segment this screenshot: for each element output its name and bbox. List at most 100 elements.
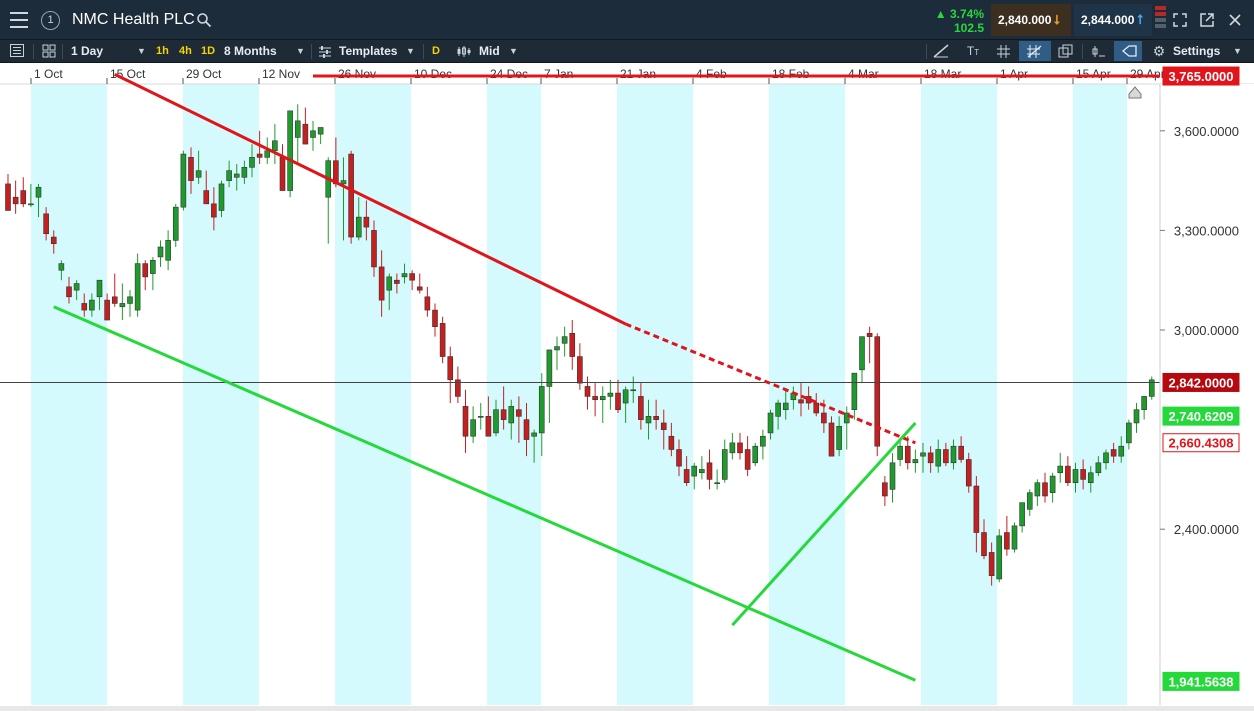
grid-icon[interactable] xyxy=(996,44,1011,59)
candle xyxy=(767,409,774,440)
candle-body xyxy=(386,276,393,291)
trendline-resistance[interactable] xyxy=(114,73,627,326)
candle xyxy=(523,403,530,457)
candle xyxy=(904,436,911,470)
buy-button[interactable]: 2,844.000 ⭡ xyxy=(1074,4,1152,36)
quick-interval-1d[interactable]: 1D xyxy=(201,45,216,57)
candle xyxy=(28,183,34,208)
horizontal-scrollbar[interactable] xyxy=(0,706,1254,711)
candle-body xyxy=(927,452,934,464)
candle xyxy=(668,422,675,457)
candle-body xyxy=(218,183,225,211)
candle-body xyxy=(638,396,644,420)
menu-icon[interactable] xyxy=(10,12,28,28)
price-type-select[interactable]: Mid ▼ xyxy=(452,40,522,62)
trendline-extension[interactable] xyxy=(625,322,916,445)
quick-interval-4h[interactable]: 4h xyxy=(179,45,192,57)
instrument-name[interactable]: NMC Health PLC xyxy=(72,11,195,28)
candle-body xyxy=(439,323,446,357)
interval-select[interactable]: 1 Day ▼ xyxy=(64,40,150,62)
settings-button[interactable]: ⚙ Settings ▼ xyxy=(1149,40,1247,62)
candle-body xyxy=(500,409,507,420)
sell-button[interactable]: 2,840.000 ⭣ xyxy=(991,4,1071,36)
quick-interval-1h[interactable]: 1h xyxy=(156,45,169,57)
expand-icon[interactable] xyxy=(1172,12,1188,28)
candle xyxy=(1072,462,1079,493)
candle-body xyxy=(348,153,354,238)
chart-type-button[interactable]: D xyxy=(432,45,440,57)
candle-body xyxy=(599,396,606,401)
search-icon[interactable] xyxy=(196,12,212,28)
trendline-label-box xyxy=(1162,406,1240,426)
candle xyxy=(630,376,637,404)
line-tool-icon[interactable] xyxy=(933,44,949,58)
candle xyxy=(866,326,873,364)
shape-tool-icon[interactable] xyxy=(1090,44,1106,59)
candle-body xyxy=(1133,409,1140,424)
trendline-label: 2,660.4308 xyxy=(1162,433,1240,453)
candle-body xyxy=(630,389,637,392)
candle xyxy=(233,164,240,191)
shape-button[interactable] xyxy=(1114,41,1142,61)
trendline-label-text: 2,660.4308 xyxy=(1168,436,1233,451)
candle-body xyxy=(676,449,682,467)
window-number-badge[interactable]: 1 xyxy=(41,11,60,30)
candle-body xyxy=(195,170,202,178)
candle xyxy=(927,446,934,473)
candle xyxy=(142,260,149,291)
y-tick-label: 2,400.0000 xyxy=(1174,522,1239,537)
trendline-support-channel[interactable] xyxy=(53,305,916,682)
candle-body xyxy=(981,532,987,557)
candle xyxy=(638,383,644,430)
horizontal-line-label-text: 3,765.0000 xyxy=(1168,69,1233,84)
candle xyxy=(409,270,415,291)
candle-body xyxy=(752,445,759,464)
time-band xyxy=(921,84,997,705)
candle-body xyxy=(165,240,171,261)
candle xyxy=(355,197,362,241)
candle xyxy=(691,462,698,490)
candle-body xyxy=(493,409,499,434)
candle-body xyxy=(279,157,286,191)
scroll-home-icon[interactable] xyxy=(1128,86,1142,99)
candle xyxy=(1103,449,1109,470)
candle xyxy=(35,183,42,218)
candle xyxy=(1026,489,1033,516)
current-price-label: 2,842.0000 xyxy=(1162,372,1240,392)
candle xyxy=(561,326,568,357)
candle-body xyxy=(249,157,255,168)
price-chart[interactable]: 1 Oct 15 Oct 29 Oct 12 Nov 26 Nov 10 Dec 24 De… xyxy=(0,63,1254,711)
candle xyxy=(111,273,118,307)
templates-select[interactable]: Templates ▼ xyxy=(316,40,418,62)
candle-body xyxy=(1011,525,1018,550)
candle-body xyxy=(516,409,522,417)
trendline-support-rising[interactable] xyxy=(731,421,917,627)
candle-body xyxy=(294,120,301,138)
candle xyxy=(1080,459,1086,490)
candle xyxy=(889,452,896,503)
candle-body xyxy=(622,389,629,404)
candle xyxy=(965,452,972,493)
candle-body xyxy=(1141,396,1147,410)
popout-icon[interactable] xyxy=(1199,12,1215,28)
candle xyxy=(462,389,469,453)
candle xyxy=(920,442,926,473)
text-tool-icon[interactable]: TT xyxy=(966,44,980,58)
candle xyxy=(348,150,354,244)
candle-body xyxy=(233,173,240,178)
copy-icon[interactable] xyxy=(1058,44,1074,59)
candle xyxy=(1042,472,1048,503)
candle xyxy=(134,253,141,317)
candle-body xyxy=(81,303,88,311)
candle-body xyxy=(302,123,309,145)
crosshair-button[interactable] xyxy=(1019,41,1051,61)
candle xyxy=(371,220,377,277)
x-tick-label: 18 Mar xyxy=(924,67,961,81)
layout-icon[interactable] xyxy=(42,44,56,58)
candle xyxy=(500,386,507,430)
candle-body xyxy=(287,110,293,191)
list-icon[interactable] xyxy=(10,44,24,57)
close-icon[interactable] xyxy=(1228,13,1242,27)
period-select[interactable]: 8 Months ▼ xyxy=(220,40,308,62)
candle-body xyxy=(615,392,621,410)
